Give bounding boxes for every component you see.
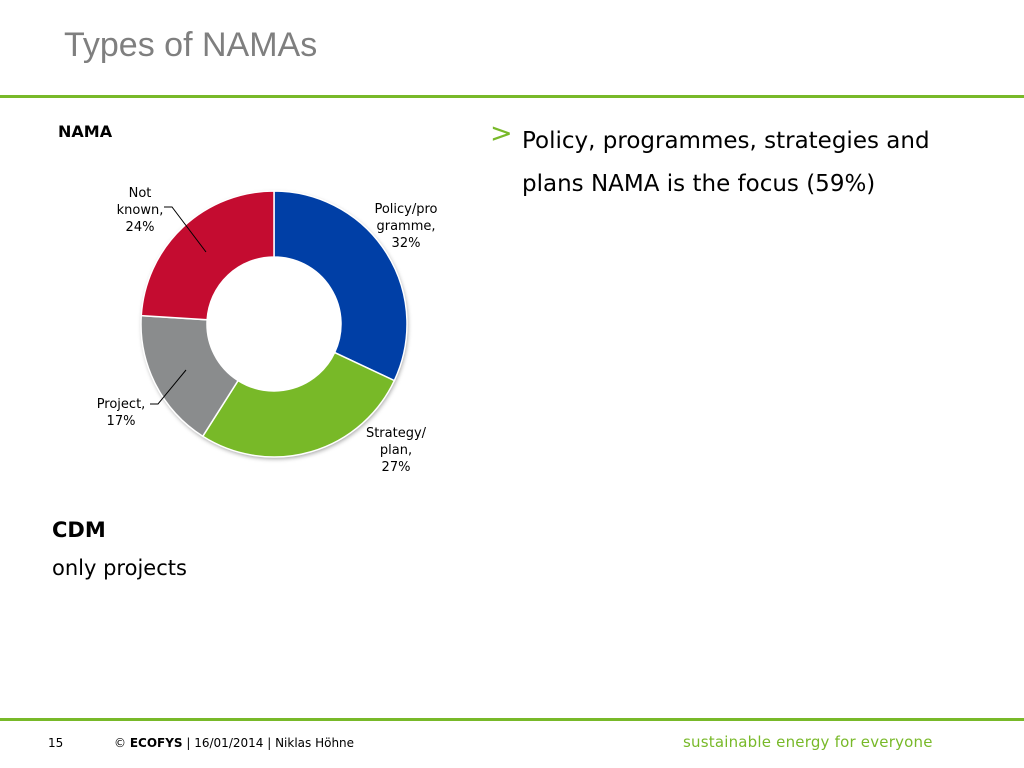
footer-details: | 16/01/2014 | Niklas Höhne (182, 736, 355, 750)
slice-label-policy-programme: Policy/pro gramme, 32% (374, 202, 437, 251)
slice-label-not-known: Not known, 24% (117, 186, 164, 235)
cdm-title: CDM (52, 518, 106, 542)
donut-slice-not-known (140, 190, 275, 321)
leader-line (164, 206, 207, 253)
bullet-text: Policy, programmes, strategies and plans… (522, 128, 930, 197)
top-divider (0, 95, 1024, 98)
copyright-symbol: © (114, 736, 126, 750)
slice-label-project: Project, 17% (97, 397, 146, 429)
slice-label-strategy-plan: Strategy/plan, 27% (366, 426, 427, 475)
page-number: 15 (48, 736, 64, 750)
donut-slice-strategy-plan (201, 351, 396, 458)
slide-title: Types of NAMAs (64, 26, 318, 64)
leader-line (150, 369, 187, 405)
chart-title: NAMA (58, 122, 113, 141)
cdm-text: only projects (52, 556, 187, 580)
company-name: ECOFYS (129, 736, 183, 750)
bullet-marker: > (490, 118, 513, 149)
donut-slice-policy-programme (273, 190, 408, 382)
tagline: sustainable energy for everyone (683, 733, 933, 751)
bottom-divider (0, 718, 1024, 721)
footer-info: © ECOFYS | 16/01/2014 | Niklas Höhne (114, 736, 354, 750)
donut-chart: Policy/pro gramme, 32% Strategy/plan, 27% Pro… (97, 186, 438, 475)
